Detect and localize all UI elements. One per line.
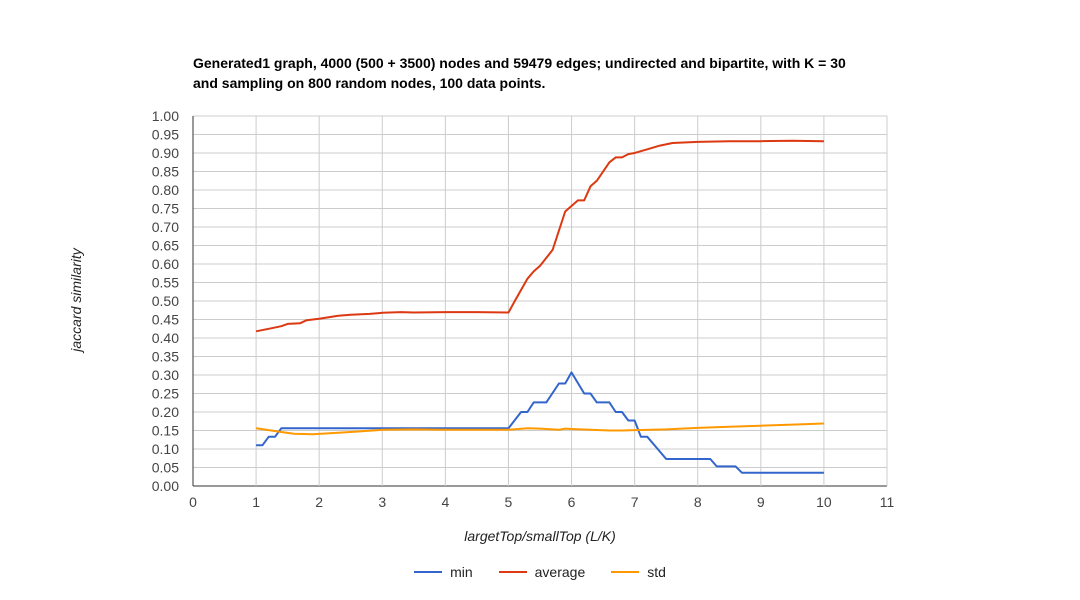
legend-label-min: min bbox=[450, 564, 473, 580]
x-tick-label: 8 bbox=[694, 494, 702, 510]
y-tick-label: 0.00 bbox=[152, 478, 179, 494]
y-tick-label: 0.70 bbox=[152, 219, 179, 235]
y-tick-label: 0.35 bbox=[152, 349, 179, 365]
legend-label-average: average bbox=[534, 564, 586, 580]
y-tick-label: 0.30 bbox=[152, 367, 179, 383]
y-tick-label: 0.80 bbox=[152, 182, 179, 198]
y-tick-label: 1.00 bbox=[152, 108, 179, 124]
series-line-average bbox=[255, 139, 824, 333]
y-tick-label: 0.95 bbox=[152, 127, 179, 143]
legend-item-std[interactable]: std bbox=[611, 564, 666, 580]
y-tick-label: 0.15 bbox=[152, 423, 179, 439]
legend-swatch-average bbox=[498, 571, 527, 573]
y-tick-label: 0.50 bbox=[152, 293, 179, 309]
y-tick-label: 0.25 bbox=[152, 386, 179, 402]
y-tick-label: 0.40 bbox=[152, 330, 179, 346]
y-tick-label: 0.20 bbox=[152, 404, 179, 420]
legend-label-std: std bbox=[647, 564, 666, 580]
x-tick-label: 6 bbox=[568, 494, 576, 510]
x-tick-label: 9 bbox=[757, 494, 765, 510]
legend: min average std bbox=[0, 564, 1080, 580]
series-line-min bbox=[256, 371, 824, 474]
y-tick-label: 0.45 bbox=[152, 312, 179, 328]
y-tick-label: 0.55 bbox=[152, 275, 179, 291]
x-tick-label: 7 bbox=[631, 494, 639, 510]
y-axis-label: jaccard similarity bbox=[68, 248, 84, 352]
y-tick-label: 0.10 bbox=[152, 441, 179, 457]
series-line-std bbox=[255, 422, 824, 436]
x-tick-label: 1 bbox=[252, 494, 260, 510]
x-tick-label: 2 bbox=[315, 494, 323, 510]
chart-title-line-1: Generated1 graph, 4000 (500 + 3500) node… bbox=[193, 55, 846, 71]
x-tick-label: 4 bbox=[441, 494, 449, 510]
legend-swatch-std bbox=[611, 571, 640, 573]
x-tick-label: 3 bbox=[378, 494, 386, 510]
y-tick-label: 0.65 bbox=[152, 238, 179, 254]
x-tick-label: 10 bbox=[816, 494, 832, 510]
y-tick-label: 0.90 bbox=[152, 145, 179, 161]
chart-title-line-2: and sampling on 800 random nodes, 100 da… bbox=[193, 75, 546, 91]
y-tick-label: 0.85 bbox=[152, 164, 179, 180]
x-tick-label: 5 bbox=[505, 494, 513, 510]
legend-item-min[interactable]: min bbox=[414, 564, 473, 580]
y-tick-label: 0.75 bbox=[152, 201, 179, 217]
legend-swatch-min bbox=[414, 571, 443, 573]
legend-item-average[interactable]: average bbox=[498, 564, 586, 580]
y-tick-label: 0.60 bbox=[152, 256, 179, 272]
y-tick-label: 0.05 bbox=[152, 460, 179, 476]
x-axis-label: largetTop/smallTop (L/K) bbox=[464, 528, 616, 544]
x-tick-label: 0 bbox=[189, 494, 197, 510]
x-tick-label: 11 bbox=[880, 494, 895, 510]
